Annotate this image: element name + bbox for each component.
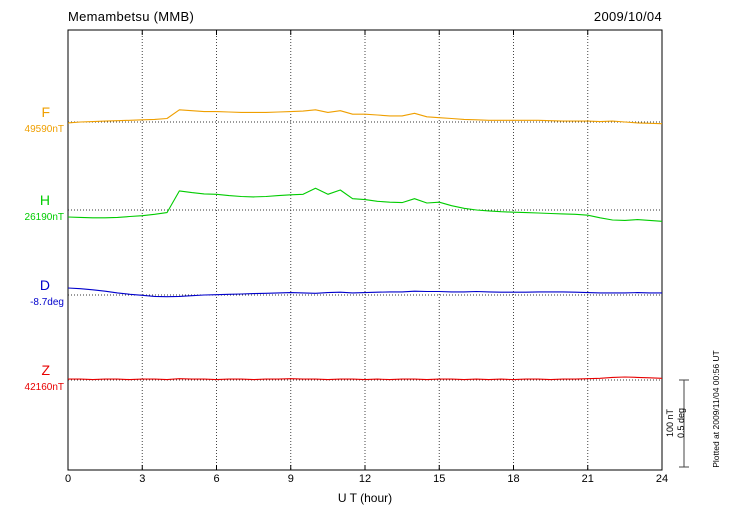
x-tick-label: 18 xyxy=(507,473,520,485)
x-tick-label: 15 xyxy=(433,473,446,485)
x-tick-label: 24 xyxy=(655,473,669,485)
x-axis-label: U T (hour) xyxy=(337,491,393,505)
x-tick-label: 0 xyxy=(64,473,72,485)
series-letter-Z: Z xyxy=(41,362,50,378)
x-tick-label: 3 xyxy=(139,473,146,485)
series-letter-H: H xyxy=(39,192,50,208)
x-tick-label: 12 xyxy=(358,473,372,485)
series-letter-D: D xyxy=(39,277,50,293)
scale-bar-label: 100 nT 0.5 deg xyxy=(665,400,687,446)
series-value-H: 26190nT xyxy=(24,212,64,223)
series-value-F: 49590nT xyxy=(24,124,64,135)
x-tick-label: 21 xyxy=(581,473,594,485)
scale-bar-deg-label: 0.5 deg xyxy=(676,407,686,439)
date-label: 2009/10/04 xyxy=(593,9,662,24)
x-tick-label: 6 xyxy=(213,473,220,485)
scale-bar-nt-label: 100 nT xyxy=(665,408,675,438)
series-value-Z: 42160nT xyxy=(24,382,64,393)
page-title: Memambetsu (MMB) xyxy=(68,9,195,24)
trace-D xyxy=(67,287,662,298)
x-tick-label: 9 xyxy=(287,473,294,485)
series-letter-F: F xyxy=(41,104,50,120)
trace-F xyxy=(67,109,663,125)
plotted-at-note: Plotted at 2009/11/04 00:56 UT xyxy=(711,350,721,468)
trace-H xyxy=(67,187,663,222)
trace-Z xyxy=(68,376,663,381)
series-value-D: -8.7deg xyxy=(30,297,64,308)
